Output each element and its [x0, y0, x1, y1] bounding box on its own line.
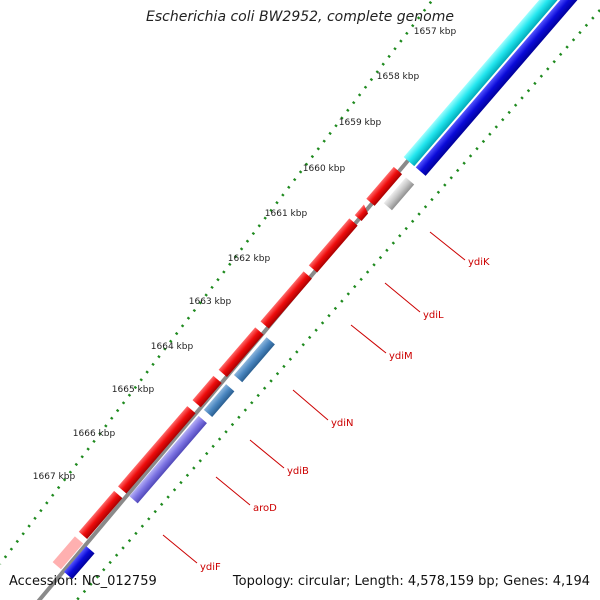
gene-leader-line [292, 389, 329, 421]
gene-red [308, 218, 358, 273]
ruler-labels: 1657 kbp 1658 kbp 1659 kbp 1660 kbp 1661 kbp… [33, 27, 457, 482]
ruler-label: 1664 kbp [151, 342, 194, 352]
gene-gray [383, 177, 415, 211]
accession-text: Accession: NC_012759 [9, 574, 157, 589]
gene-leader-line [215, 476, 251, 506]
ruler-label: 1660 kbp [303, 164, 346, 174]
gene-blue [64, 546, 95, 580]
gene-label-ydiK[interactable]: ydiK [468, 257, 490, 268]
gene-blue [415, 0, 597, 176]
leader-lines [162, 231, 466, 564]
gene-leader-line [384, 282, 421, 313]
gene-label-ydiM[interactable]: ydiM [389, 351, 413, 362]
gene-leader-line [249, 439, 285, 469]
ruler-label: 1667 kbp [33, 472, 76, 482]
outer-tick-row [0, 0, 435, 565]
gene-cyan [403, 0, 586, 167]
gene-red [366, 166, 403, 206]
ruler-label: 1657 kbp [414, 27, 457, 37]
gene-leader-line [429, 231, 466, 261]
gene-red-light [52, 536, 84, 570]
inner-tick-row [75, 9, 600, 600]
gene-label-aroD[interactable]: aroD [253, 503, 277, 514]
gene-steel [203, 384, 235, 418]
gene-red [218, 327, 264, 377]
gene-purple [129, 415, 207, 504]
gene-label-ydiF[interactable]: ydiF [200, 562, 221, 573]
map-title: Escherichia coli BW2952, complete genome [146, 9, 454, 25]
gene-red [354, 204, 369, 222]
gene-labels: ydiK ydiL ydiM ydiN ydiB aroD ydiF [200, 257, 490, 573]
ruler-label: 1666 kbp [73, 429, 116, 439]
gene-red [117, 406, 196, 494]
gene-leader-line [162, 534, 198, 564]
ruler-label: 1661 kbp [265, 209, 308, 219]
ruler-label: 1659 kbp [339, 118, 382, 128]
ruler-label: 1665 kbp [112, 385, 155, 395]
ruler-label: 1662 kbp [228, 254, 271, 264]
gene-label-ydiL[interactable]: ydiL [423, 310, 444, 321]
gene-red [192, 375, 222, 408]
gene-label-ydiN[interactable]: ydiN [331, 418, 354, 429]
gene-steel [233, 337, 275, 383]
ruler-label: 1658 kbp [377, 72, 420, 82]
outer-strand-features [52, 0, 597, 580]
gene-red [260, 271, 312, 329]
ruler-label: 1663 kbp [189, 297, 232, 307]
genome-summary-text: Topology: circular; Length: 4,578,159 bp… [232, 574, 590, 589]
gene-label-ydiB[interactable]: ydiB [287, 466, 309, 477]
gene-red [78, 490, 123, 539]
gene-leader-line [350, 324, 387, 354]
